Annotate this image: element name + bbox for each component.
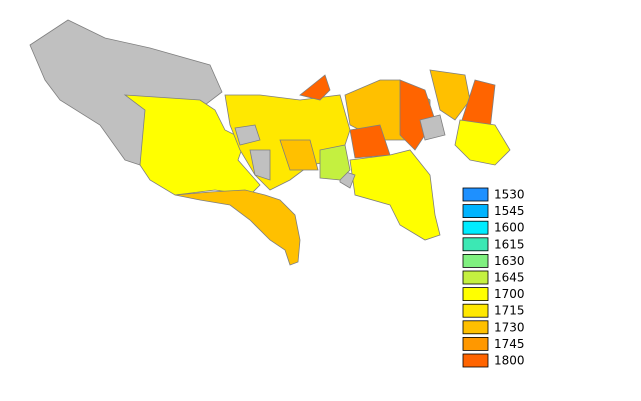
regions: [29, 19, 511, 266]
legend-swatch: [462, 220, 489, 235]
legend-label: 1645: [494, 271, 525, 285]
legend-label: 1545: [494, 204, 525, 218]
legend-swatch: [462, 204, 489, 219]
legend-swatch: [462, 287, 489, 302]
legend-label: 1800: [494, 354, 525, 368]
region: [299, 74, 331, 101]
legend-swatch: [462, 353, 489, 368]
region: [279, 139, 319, 171]
legend-label: 1630: [494, 254, 525, 268]
legend-label: 1745: [494, 337, 525, 351]
region: [234, 124, 261, 146]
legend-swatch: [462, 187, 489, 202]
legend-swatch: [462, 270, 489, 285]
legend-label: 1600: [494, 221, 525, 235]
region: [419, 114, 446, 141]
legend-label: 1700: [494, 287, 525, 301]
legend-swatch: [462, 320, 489, 335]
region: [174, 189, 301, 266]
legend-label: 1615: [494, 237, 525, 251]
region: [429, 69, 471, 121]
region: [454, 119, 511, 166]
legend-label: 1715: [494, 304, 525, 318]
region: [319, 144, 351, 181]
legend-swatch: [462, 303, 489, 318]
region: [123, 94, 261, 196]
legend-swatch: [462, 253, 489, 268]
legend-swatch: [462, 237, 489, 252]
region: [249, 149, 271, 181]
region: [399, 79, 436, 151]
region: [349, 149, 441, 241]
legend-swatch: [462, 336, 489, 351]
legend: 1530 1545 1600 1615 1630 1645 1700 1715 1730 1745…: [462, 187, 525, 368]
legend-label: 1530: [494, 188, 525, 202]
legend-label: 1730: [494, 320, 525, 334]
